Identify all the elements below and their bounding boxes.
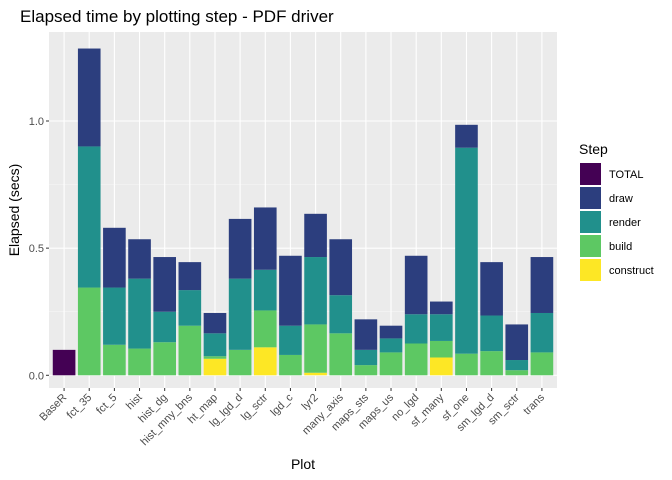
x-tick-label: trans bbox=[521, 391, 547, 417]
bar-segment bbox=[455, 124, 478, 148]
legend-label: construct bbox=[609, 265, 654, 277]
bar-segment bbox=[279, 255, 302, 326]
bar-segment bbox=[404, 314, 428, 344]
bar-segment bbox=[354, 365, 378, 376]
bars bbox=[52, 48, 554, 376]
y-tick-label: 1.0 bbox=[29, 116, 44, 128]
bar-segment bbox=[103, 227, 126, 288]
bar-segment bbox=[228, 278, 252, 350]
bar-segment bbox=[304, 324, 327, 373]
bar-segment bbox=[103, 344, 126, 376]
bar-segment bbox=[329, 295, 353, 334]
bar-segment bbox=[505, 324, 529, 361]
bar-segment bbox=[228, 349, 252, 376]
bar-segment bbox=[253, 269, 277, 311]
bar-segment bbox=[329, 333, 353, 376]
legend-label: draw bbox=[609, 193, 633, 205]
bar-segment bbox=[480, 262, 503, 316]
x-tick-label: hist bbox=[124, 392, 145, 413]
bar-segment bbox=[253, 347, 277, 376]
y-tick-label: 0.5 bbox=[29, 243, 44, 255]
bar-segment bbox=[253, 207, 277, 270]
bar-segment bbox=[203, 356, 227, 359]
bar-segment bbox=[178, 262, 202, 291]
bar-segment bbox=[304, 257, 327, 325]
bar-segment bbox=[203, 312, 227, 334]
legend-label: build bbox=[609, 241, 632, 253]
bar-segment bbox=[505, 360, 529, 371]
bar-segment bbox=[430, 301, 453, 315]
bar-segment bbox=[430, 314, 453, 341]
bar-segment bbox=[77, 146, 101, 288]
bar-segment bbox=[103, 287, 126, 345]
bar-segment bbox=[178, 325, 202, 376]
bar-segment bbox=[379, 352, 403, 376]
x-tick-label: lyr2 bbox=[300, 392, 321, 413]
bar-segment bbox=[455, 147, 478, 354]
bar-segment bbox=[203, 358, 227, 376]
bar-segment bbox=[153, 342, 176, 376]
bar-segment bbox=[253, 310, 277, 348]
bar-segment bbox=[304, 372, 327, 376]
legend-key bbox=[580, 235, 601, 257]
bar-segment bbox=[153, 257, 176, 312]
bar-segment bbox=[404, 343, 428, 376]
legend-key bbox=[580, 163, 601, 185]
bar-segment bbox=[329, 239, 353, 296]
y-tick-label: 0.0 bbox=[29, 370, 44, 382]
bar-segment bbox=[77, 287, 101, 376]
legend-label: TOTAL bbox=[609, 169, 643, 181]
bar-segment bbox=[379, 325, 403, 339]
legend-key bbox=[580, 211, 601, 233]
bar-segment bbox=[404, 255, 428, 315]
legend: Step TOTAL draw render build construct bbox=[579, 141, 654, 281]
bar-segment bbox=[455, 353, 478, 376]
legend-key bbox=[580, 187, 601, 209]
bar-segment bbox=[128, 348, 151, 376]
bar-segment bbox=[480, 351, 503, 376]
x-tick-label: lgd_c bbox=[268, 391, 295, 418]
bar-segment bbox=[178, 290, 202, 326]
x-tick-label: lg_sctr bbox=[239, 391, 271, 423]
x-tick-label: fct_35 bbox=[65, 392, 95, 422]
bar-segment bbox=[354, 349, 378, 366]
bar-segment bbox=[530, 312, 554, 353]
y-axis-title: Elapsed (secs) bbox=[6, 164, 22, 257]
bar-segment bbox=[530, 257, 554, 313]
bar-segment bbox=[153, 311, 176, 343]
y-axis: 0.0 0.5 1.0 bbox=[29, 116, 49, 382]
bar-segment bbox=[128, 239, 151, 279]
bar-segment bbox=[480, 315, 503, 352]
bar-segment bbox=[304, 213, 327, 258]
bar-segment bbox=[52, 349, 76, 376]
bar-segment bbox=[77, 48, 101, 147]
legend-title: Step bbox=[579, 141, 608, 157]
bar-segment bbox=[354, 319, 378, 350]
bar-segment bbox=[279, 354, 302, 376]
bar-segment bbox=[530, 352, 554, 376]
x-tick-label: fct_5 bbox=[94, 392, 119, 417]
bar-segment bbox=[128, 278, 151, 349]
bar-segment bbox=[430, 357, 453, 376]
bar-segment bbox=[430, 340, 453, 358]
bar-segment bbox=[505, 370, 529, 376]
chart-title: Elapsed time by plotting step - PDF driv… bbox=[20, 7, 334, 26]
bar-segment bbox=[279, 325, 302, 355]
legend-label: render bbox=[609, 217, 641, 229]
x-tick-label: BaseR bbox=[37, 392, 69, 424]
x-axis-title: Plot bbox=[291, 456, 315, 472]
bar-segment bbox=[379, 338, 403, 353]
legend-key bbox=[580, 259, 601, 281]
bar-segment bbox=[203, 333, 227, 357]
bar-segment bbox=[228, 218, 252, 279]
